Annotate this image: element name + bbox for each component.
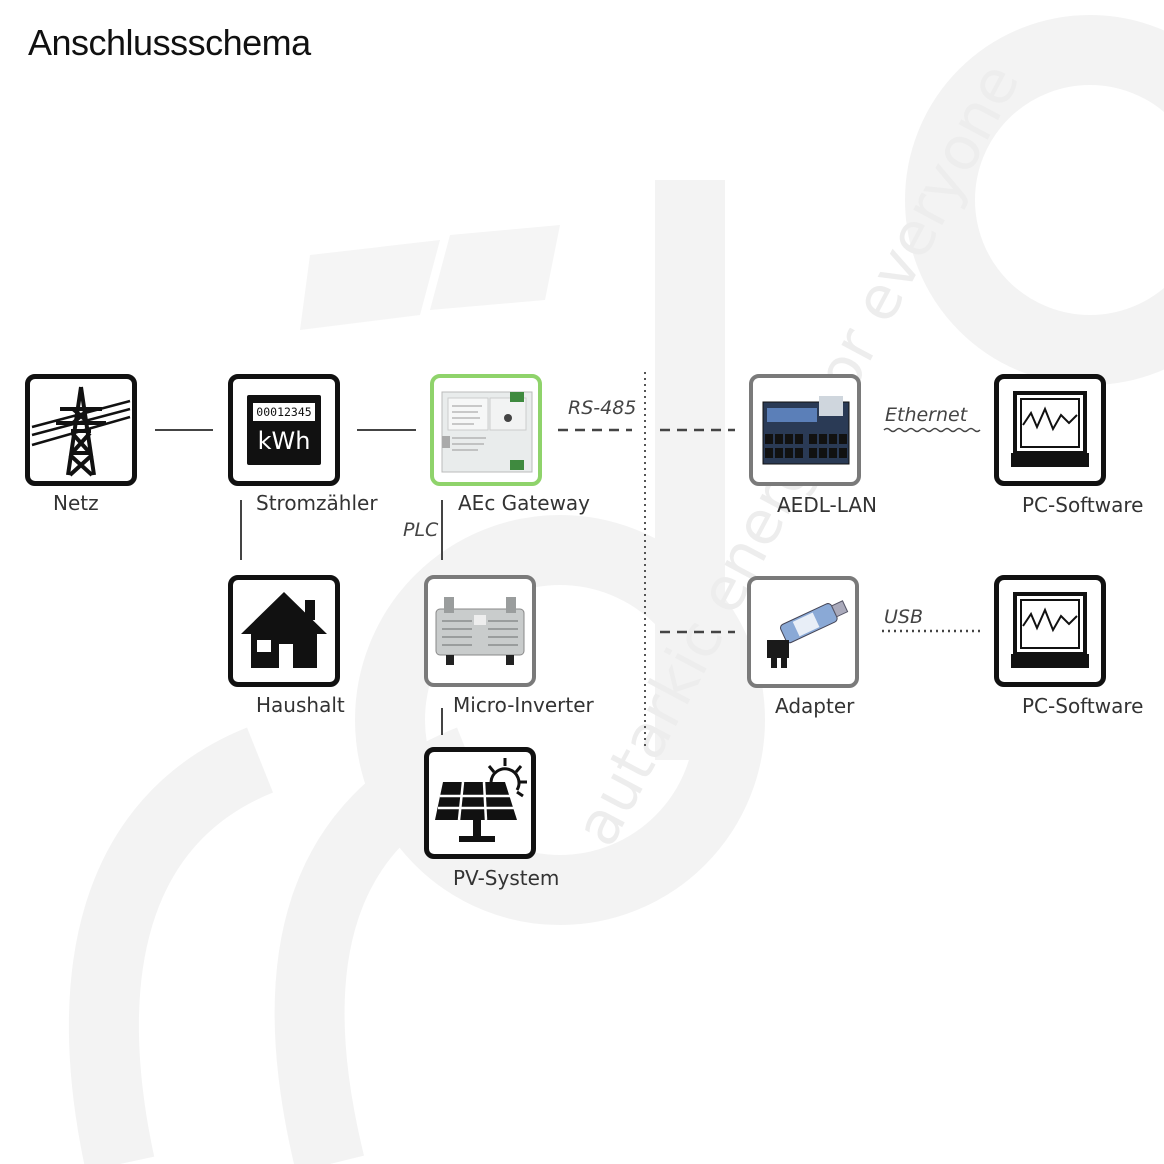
label-plc: PLC: [403, 519, 439, 541]
house-icon: [241, 592, 327, 668]
node-micro-inverter: [424, 575, 536, 687]
label-stromzaehler: Stromzähler: [256, 491, 378, 515]
label-netz: Netz: [53, 491, 99, 515]
node-aedl-lan: [749, 374, 861, 486]
datalogger-device-image: [762, 396, 850, 465]
power-pylon-icon: [31, 386, 131, 477]
label-gateway: AEc Gateway: [458, 491, 591, 515]
node-pv-system: [424, 747, 536, 859]
electricity-meter-icon: 00012345 kWh: [247, 395, 321, 465]
micro-inverter-image: [435, 597, 525, 665]
label-usb: USB: [884, 606, 924, 628]
monitor-chart-icon: [1011, 391, 1089, 467]
label-pv-system: PV-System: [453, 866, 560, 890]
solar-panel-icon: [435, 758, 527, 842]
label-micro-inverter: Micro-Inverter: [453, 693, 594, 717]
node-pc-software-2: [994, 575, 1106, 687]
monitor-chart-icon: [1011, 592, 1089, 668]
label-aedl-lan: AEDL-LAN: [777, 493, 877, 517]
label-adapter: Adapter: [775, 694, 855, 718]
label-ethernet: Ethernet: [885, 404, 968, 426]
node-stromzaehler: 00012345 kWh: [228, 374, 340, 486]
node-gateway: [430, 374, 542, 486]
label-pc-software-1: PC-Software: [1022, 493, 1144, 517]
node-haushalt: [228, 575, 340, 687]
page-title: Anschlussschema: [28, 22, 311, 63]
node-adapter: [747, 576, 859, 688]
line-ethernet: [883, 427, 981, 433]
usb-adapter-image: [767, 600, 849, 668]
label-pc-software-2: PC-Software: [1022, 694, 1144, 718]
meter-reading: 00012345: [253, 403, 315, 421]
label-haushalt: Haushalt: [256, 693, 345, 717]
gateway-device-image: [441, 391, 533, 473]
meter-unit: kWh: [257, 427, 311, 455]
node-pc-software-1: [994, 374, 1106, 486]
node-netz: [25, 374, 137, 486]
label-rs485: RS-485: [568, 397, 637, 419]
